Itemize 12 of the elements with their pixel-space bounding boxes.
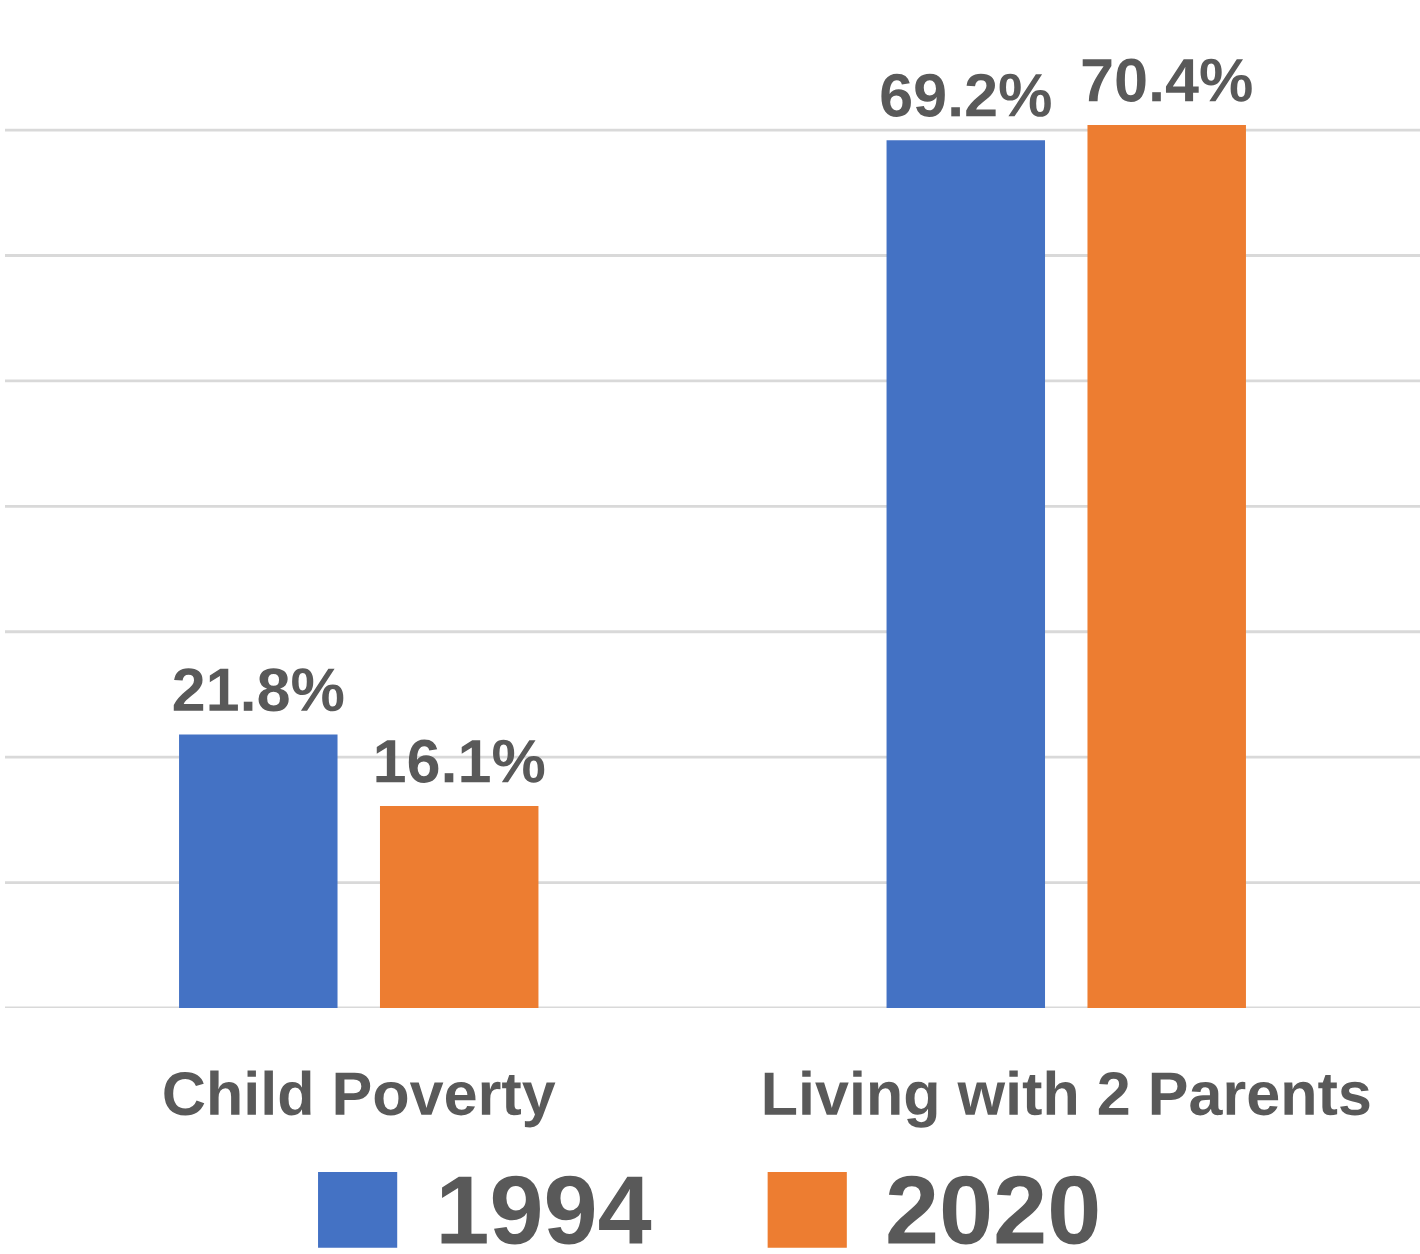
- data-label: 16.1%: [376, 739, 545, 783]
- bar: [886, 140, 1046, 1008]
- x-tick-label: Child Poverty: [164, 1070, 556, 1128]
- legend-label: 1994: [441, 1175, 652, 1245]
- data-label: 69.2%: [881, 73, 1051, 117]
- data-label: 70.4%: [1082, 58, 1252, 102]
- data-label: 21.8%: [173, 668, 344, 712]
- bar: [179, 734, 338, 1008]
- legend-label: 2020: [888, 1175, 1098, 1245]
- bar: [1087, 125, 1246, 1008]
- x-tick-label: Living with 2 Parents: [764, 1070, 1370, 1128]
- bar: [379, 806, 539, 1008]
